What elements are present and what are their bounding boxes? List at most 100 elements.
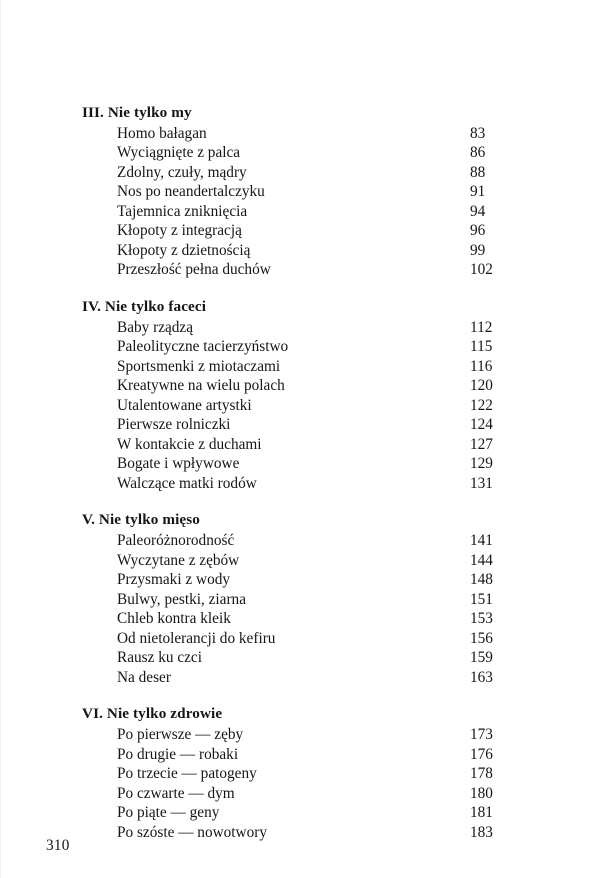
toc-entry-page-number: 102 xyxy=(470,261,493,279)
toc-entry-title: Pierwsze rolniczki xyxy=(117,416,231,434)
toc-section: IV. Nie tylko faceci Baby rządzą 112 Paleol… xyxy=(82,297,522,494)
toc-entry-list: Paleoróżnorodność 141 Wyczytane z zębów 144… xyxy=(82,531,522,687)
toc-entry-title: Homo bałagan xyxy=(117,124,207,142)
toc-entry[interactable]: Po trzecie — patogeny 178 xyxy=(82,764,522,784)
toc-entry-page-number: 153 xyxy=(470,610,493,628)
toc-entry-title: Po szóste — nowotwory xyxy=(117,823,267,841)
table-of-contents: III. Nie tylko my Homo bałagan 83 Wyciągnię… xyxy=(82,103,522,842)
toc-entry[interactable]: Wyciągnięte z palca 86 xyxy=(82,143,522,163)
toc-entry-title: Rausz ku czci xyxy=(117,649,202,667)
toc-entry-title: Paleoróżnorodność xyxy=(117,532,235,550)
toc-entry-page-number: 180 xyxy=(470,784,493,802)
toc-entry[interactable]: Walczące matki rodów 131 xyxy=(82,474,522,494)
toc-entry-page-number: 178 xyxy=(470,765,493,783)
toc-entry[interactable]: Chleb kontra kleik 153 xyxy=(82,609,522,629)
toc-entry-page-number: 148 xyxy=(470,571,493,589)
toc-entry-page-number: 176 xyxy=(470,745,493,763)
toc-entry-page-number: 181 xyxy=(470,804,493,822)
toc-entry-title: Po piąte — geny xyxy=(117,804,220,822)
toc-entry[interactable]: Zdolny, czuły, mądry 88 xyxy=(82,163,522,183)
toc-entry-page-number: 116 xyxy=(470,357,493,375)
toc-entry[interactable]: Paleolityczne tacierzyństwo 115 xyxy=(82,337,522,357)
toc-entry-page-number: 91 xyxy=(470,183,486,201)
toc-entry-page-number: 124 xyxy=(470,416,493,434)
page-edge-line xyxy=(0,0,1,878)
page-folio-number: 310 xyxy=(46,837,70,854)
toc-section-heading: IV. Nie tylko faceci xyxy=(82,297,207,315)
toc-section: V. Nie tylko mięso Paleoróżnorodność 141 Wy… xyxy=(82,510,522,687)
toc-entry-list: Baby rządzą 112 Paleolityczne tacierzyństw… xyxy=(82,318,522,494)
toc-entry[interactable]: Tajemnica zniknięcia 94 xyxy=(82,202,522,222)
toc-entry-title: Po czwarte — dym xyxy=(117,784,235,802)
toc-entry-title: Po pierwsze — zęby xyxy=(117,726,244,744)
toc-entry[interactable]: Baby rządzą 112 xyxy=(82,318,522,338)
toc-entry-page-number: 141 xyxy=(470,532,493,550)
toc-section-heading: III. Nie tylko my xyxy=(82,104,192,121)
toc-entry[interactable]: Wyczytane z zębów 144 xyxy=(82,551,522,571)
toc-entry[interactable]: Po czwarte — dym 180 xyxy=(82,784,522,804)
toc-entry-title: Walczące matki rodów xyxy=(117,474,257,492)
toc-entry-title: Utalentowane artystki xyxy=(117,396,252,414)
toc-entry-title: Przeszłość pełna duchów xyxy=(117,261,271,279)
toc-entry[interactable]: Paleoróżnorodność 141 xyxy=(82,531,522,551)
toc-section-heading: V. Nie tylko mięso xyxy=(82,511,200,529)
toc-entry-page-number: 144 xyxy=(470,551,493,569)
toc-entry[interactable]: Przeszłość pełna duchów 102 xyxy=(82,260,522,280)
toc-entry-title: Przysmaki z wody xyxy=(117,571,231,589)
toc-entry[interactable]: Kłopoty z integracją 96 xyxy=(82,221,522,241)
toc-entry-page-number: 86 xyxy=(470,144,486,162)
toc-entry[interactable]: Po drugie — robaki 176 xyxy=(82,745,522,765)
toc-section-heading: VI. Nie tylko zdrowie xyxy=(82,705,223,723)
toc-section: VI. Nie tylko zdrowie Po pierwsze — zęby 1… xyxy=(82,704,522,842)
toc-entry-page-number: 131 xyxy=(470,474,493,492)
toc-entry[interactable]: Od nietolerancji do kefiru 156 xyxy=(82,629,522,649)
toc-entry-title: Baby rządzą xyxy=(117,318,194,336)
toc-entry-page-number: 112 xyxy=(470,318,493,336)
toc-entry-page-number: 163 xyxy=(470,668,493,686)
toc-entry-page-number: 183 xyxy=(470,823,493,841)
toc-entry-title: Od nietolerancji do kefiru xyxy=(117,629,276,647)
toc-entry-title: Paleolityczne tacierzyństwo xyxy=(117,338,289,356)
toc-entry[interactable]: Utalentowane artystki 122 xyxy=(82,396,522,416)
toc-entry-page-number: 115 xyxy=(470,338,493,356)
toc-entry[interactable]: Kreatywne na wielu polach 120 xyxy=(82,376,522,396)
toc-entry-page-number: 151 xyxy=(470,590,493,608)
toc-entry-title: Wyciągnięte z palca xyxy=(117,144,241,162)
toc-entry-page-number: 96 xyxy=(470,222,486,240)
toc-entry-page-number: 156 xyxy=(470,629,493,647)
toc-entry-page-number: 94 xyxy=(470,202,486,220)
toc-entry-list: Homo bałagan 83 Wyciągnięte z palca 86 Zdoln… xyxy=(82,124,522,280)
toc-entry-page-number: 120 xyxy=(470,377,493,395)
toc-entry[interactable]: Bogate i wpływowe 129 xyxy=(82,454,522,474)
toc-entry[interactable]: Homo bałagan 83 xyxy=(82,124,522,144)
toc-entry-page-number: 129 xyxy=(470,455,493,473)
toc-entry-page-number: 99 xyxy=(470,241,486,259)
toc-entry-title: Kłopoty z integracją xyxy=(117,222,242,240)
toc-entry[interactable]: Bulwy, pestki, ziarna 151 xyxy=(82,590,522,610)
toc-entry[interactable]: Na deser 163 xyxy=(82,668,522,688)
toc-entry[interactable]: Sportsmenki z miotaczami 116 xyxy=(82,357,522,377)
toc-entry-title: Tajemnica zniknięcia xyxy=(117,202,248,220)
toc-entry[interactable]: Pierwsze rolniczki 124 xyxy=(82,415,522,435)
toc-entry-page-number: 159 xyxy=(470,649,493,667)
toc-entry[interactable]: Przysmaki z wody 148 xyxy=(82,570,522,590)
toc-entry[interactable]: Kłopoty z dzietnością 99 xyxy=(82,241,522,261)
toc-entry-page-number: 83 xyxy=(470,124,486,142)
toc-entry[interactable]: W kontakcie z duchami 127 xyxy=(82,435,522,455)
toc-entry-title: Chleb kontra kleik xyxy=(117,610,231,628)
toc-entry-title: Po drugie — robaki xyxy=(117,745,239,763)
toc-entry-title: Zdolny, czuły, mądry xyxy=(117,163,247,181)
toc-entry-title: Kłopoty z dzietnością xyxy=(117,241,251,259)
toc-entry[interactable]: Po szóste — nowotwory 183 xyxy=(82,823,522,843)
toc-entry-page-number: 122 xyxy=(470,396,493,414)
toc-entry[interactable]: Nos po neandertalczyku 91 xyxy=(82,182,522,202)
toc-entry[interactable]: Po piąte — geny 181 xyxy=(82,803,522,823)
toc-entry[interactable]: Po pierwsze — zęby 173 xyxy=(82,725,522,745)
toc-entry[interactable]: Rausz ku czci 159 xyxy=(82,648,522,668)
toc-entry-title: Nos po neandertalczyku xyxy=(117,183,265,201)
toc-entry-title: Sportsmenki z miotaczami xyxy=(117,357,281,375)
toc-entry-title: Kreatywne na wielu polach xyxy=(117,377,285,395)
toc-entry-page-number: 127 xyxy=(470,435,493,453)
toc-entry-title: Bulwy, pestki, ziarna xyxy=(117,590,247,608)
